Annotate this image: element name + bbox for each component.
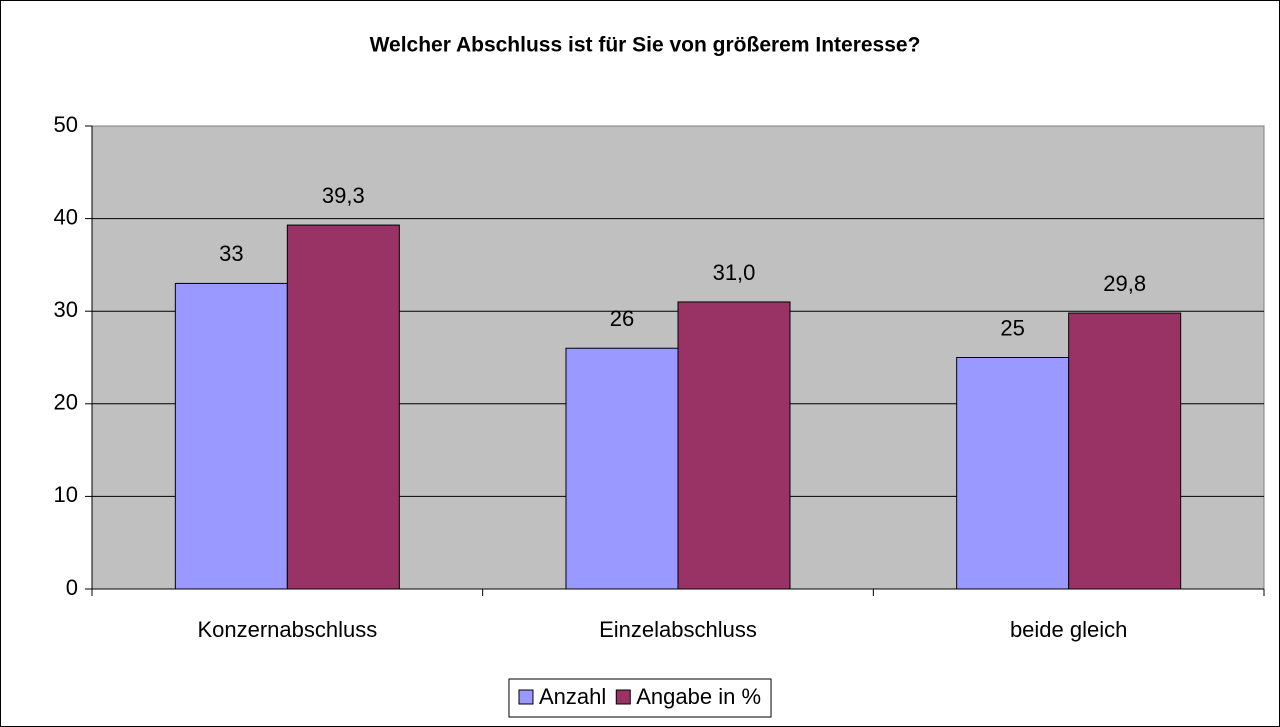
- chart-title: Welcher Abschluss ist für Sie von größer…: [370, 34, 921, 57]
- data-label: 25: [1000, 315, 1024, 340]
- legend-swatch: [518, 689, 534, 705]
- x-tick-label: beide gleich: [1010, 617, 1127, 642]
- data-label: 29,8: [1103, 271, 1146, 296]
- y-tick-label: 30: [54, 297, 78, 322]
- bar: [1068, 312, 1182, 590]
- data-label: 39,3: [322, 183, 365, 208]
- legend-label: Anzahl: [539, 684, 606, 709]
- bar: [286, 224, 400, 590]
- legend-label: Angabe in %: [636, 684, 761, 709]
- bar: [565, 347, 679, 590]
- data-label: 33: [219, 241, 243, 266]
- y-tick-label: 0: [66, 575, 78, 600]
- data-label: 26: [610, 306, 634, 331]
- legend-swatch: [615, 689, 631, 705]
- y-tick-label: 40: [54, 204, 78, 229]
- legend-box: [508, 678, 772, 718]
- bar: [956, 357, 1070, 590]
- data-label: 31,0: [713, 260, 756, 285]
- y-tick-label: 50: [54, 112, 78, 137]
- y-tick-label: 10: [54, 482, 78, 507]
- x-tick-label: Konzernabschluss: [197, 617, 377, 642]
- legend: Anzahl Angabe in %: [508, 678, 772, 718]
- bar: [174, 282, 288, 590]
- bar: [677, 301, 791, 590]
- x-tick-label: Einzelabschluss: [599, 617, 757, 642]
- y-tick-label: 20: [54, 390, 78, 415]
